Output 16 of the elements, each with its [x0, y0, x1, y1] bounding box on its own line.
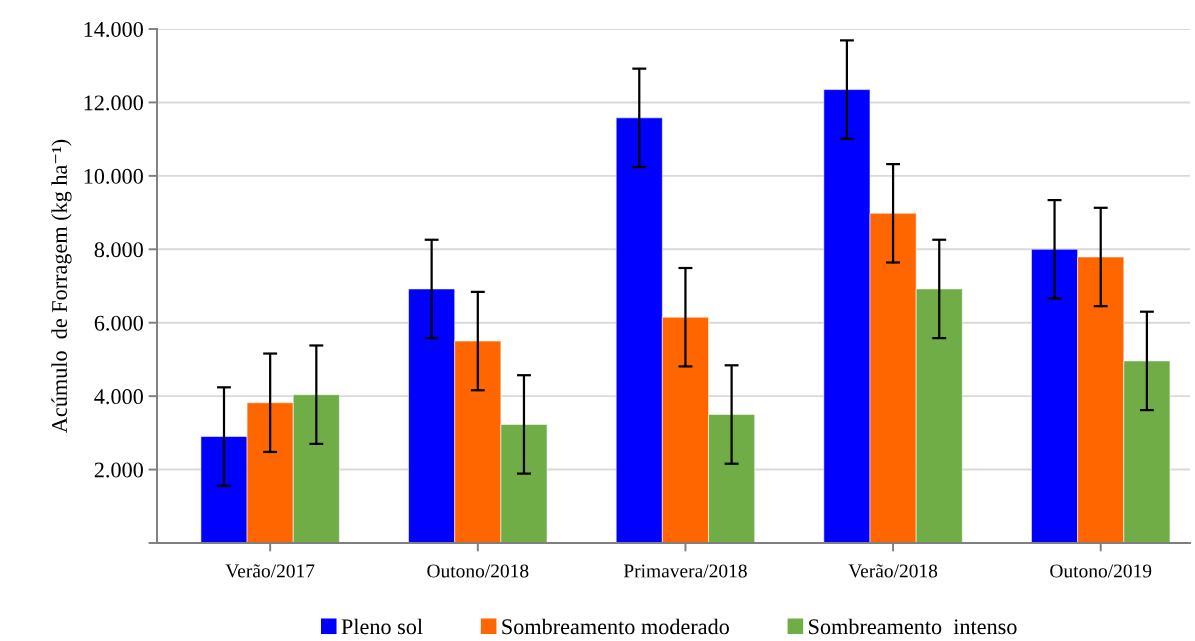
y-tick-label: 8.000	[94, 242, 143, 258]
y-axis-title: Acúmulo de Forragem (kg ha⁻¹)	[51, 139, 72, 433]
y-tick-label: 14.000	[84, 21, 143, 38]
x-tick-label: Verão/2018	[848, 564, 938, 578]
y-tick-label: 12.000	[84, 95, 143, 111]
legend-label: Sombreamento intenso	[809, 618, 1017, 635]
y-tick-label: 4.000	[94, 389, 143, 405]
x-tick-label: Outono/2018	[427, 564, 529, 578]
y-tick-label: 2.000	[94, 462, 143, 478]
x-tick-label: Primavera/2018	[623, 564, 747, 578]
legend-label: Sombreamento moderado	[502, 618, 729, 635]
x-tick-label: Outono/2019	[1050, 564, 1152, 578]
y-tick-label: 10.000	[84, 168, 143, 184]
legend-label: Pleno sol	[341, 618, 423, 635]
y-tick-label: 6.000	[94, 315, 143, 331]
x-tick-label: Verão/2017	[225, 564, 315, 578]
